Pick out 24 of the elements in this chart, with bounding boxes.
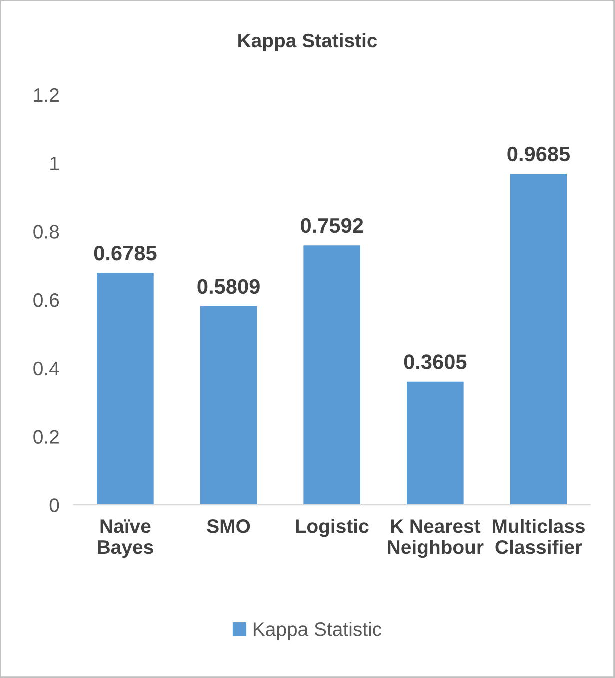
bar [510,174,568,506]
bar [97,273,154,506]
text: 0.6785 [94,246,157,261]
y-tick-label: 0.6 [34,293,60,308]
y-tick-label: 1.2 [34,88,59,102]
text: 0.3605 [404,354,467,370]
x-tick-label: Naïve Bayes [98,520,154,558]
x-tick-label: SMO [207,520,250,534]
x-tick-label: Logistic [296,519,369,538]
y-tick-label: 0.8 [34,225,60,239]
y-tick-label: 0 [50,498,60,512]
text: 0.9685 [508,146,570,162]
y-tick-label: 1 [50,156,59,170]
chart-title: Kappa Statistic [238,33,378,52]
legend-label: Kappa Statistic [254,622,382,640]
y-tick-label: 0.2 [34,430,59,444]
bar [200,306,258,506]
y-tick-label: 0.4 [34,362,60,376]
bar [407,382,464,506]
x-tick-label: K Nearest Neighbour [388,520,484,558]
text: 0.5809 [198,279,260,294]
x-tick-label: Multiclass Classifier [493,519,585,554]
text: 0.7592 [301,218,364,234]
bar [304,246,361,506]
